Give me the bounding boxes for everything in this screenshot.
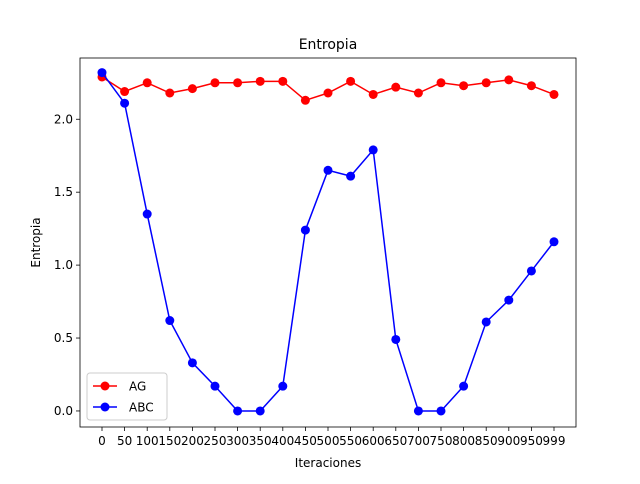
data-point-ag xyxy=(413,88,423,98)
x-tick-label: 250 xyxy=(204,434,227,448)
x-tick-label: 750 xyxy=(430,434,453,448)
legend-marker-abc xyxy=(100,402,110,412)
data-point-ag xyxy=(368,89,378,99)
data-point-ag xyxy=(210,78,220,88)
data-point-abc xyxy=(210,381,220,391)
x-tick-label: 450 xyxy=(294,434,317,448)
data-point-abc xyxy=(165,316,175,326)
x-tick-label: 200 xyxy=(181,434,204,448)
chart-title: Entropia xyxy=(299,37,358,53)
data-point-ag xyxy=(255,76,265,86)
series-line-abc xyxy=(101,72,555,412)
x-tick-label: 400 xyxy=(271,434,294,448)
x-tick-label: 300 xyxy=(226,434,249,448)
y-tick-label: 0.0 xyxy=(54,404,73,418)
data-point-abc xyxy=(504,295,514,305)
legend: AG ABC xyxy=(86,372,168,421)
data-point-abc xyxy=(233,406,243,416)
data-point-abc xyxy=(481,317,491,327)
legend-label-ag: AG xyxy=(129,380,146,394)
x-axis-label: Iteraciones xyxy=(295,456,361,470)
x-tick-label: 999 xyxy=(543,434,566,448)
data-point-abc xyxy=(142,209,152,219)
data-point-ag xyxy=(549,89,559,99)
data-point-abc xyxy=(255,406,265,416)
x-tick-label: 650 xyxy=(384,434,407,448)
data-point-ag xyxy=(481,78,491,88)
y-tick-label: 2.0 xyxy=(54,112,73,126)
data-point-abc xyxy=(97,68,107,78)
y-tick-label: 1.0 xyxy=(54,258,73,272)
legend-box xyxy=(86,372,168,421)
data-point-abc xyxy=(120,98,130,108)
data-point-abc xyxy=(391,334,401,344)
legend-marker-ag xyxy=(100,381,110,391)
y-tick-label: 1.5 xyxy=(54,185,73,199)
data-point-abc xyxy=(526,266,536,276)
x-tick-label: 550 xyxy=(339,434,362,448)
data-point-ag xyxy=(391,82,401,92)
data-point-abc xyxy=(459,381,469,391)
data-point-abc xyxy=(323,165,333,175)
plot-frame xyxy=(79,57,577,428)
data-point-ag xyxy=(526,81,536,91)
y-tick-label: 0.5 xyxy=(54,331,73,345)
data-point-abc xyxy=(549,237,559,247)
x-tick-label: 800 xyxy=(452,434,475,448)
data-point-ag xyxy=(120,87,130,97)
x-tick-label: 100 xyxy=(136,434,159,448)
legend-label-abc: ABC xyxy=(129,401,154,415)
x-tick-label: 0 xyxy=(98,434,106,448)
data-point-ag xyxy=(300,95,310,105)
x-tick-label: 950 xyxy=(520,434,543,448)
data-point-abc xyxy=(346,171,356,181)
data-point-ag xyxy=(233,78,243,88)
data-point-ag xyxy=(346,76,356,86)
data-point-abc xyxy=(413,406,423,416)
x-tick-label: 850 xyxy=(475,434,498,448)
data-point-ag xyxy=(504,75,514,85)
x-tick-label: 700 xyxy=(407,434,430,448)
x-tick-label: 900 xyxy=(497,434,520,448)
y-axis-label: Entropia xyxy=(29,217,43,267)
data-point-abc xyxy=(278,381,288,391)
data-point-ag xyxy=(142,78,152,88)
data-point-ag xyxy=(459,81,469,91)
data-point-abc xyxy=(436,406,446,416)
data-point-ag xyxy=(165,88,175,98)
data-point-ag xyxy=(436,78,446,88)
data-point-ag xyxy=(187,84,197,94)
data-point-abc xyxy=(368,145,378,155)
data-point-abc xyxy=(300,225,310,235)
data-point-ag xyxy=(278,76,288,86)
data-point-ag xyxy=(323,88,333,98)
x-tick-label: 500 xyxy=(317,434,340,448)
x-tick-label: 150 xyxy=(158,434,181,448)
x-tick-label: 350 xyxy=(249,434,272,448)
x-tick-label: 50 xyxy=(117,434,132,448)
data-point-abc xyxy=(187,358,197,368)
x-tick-label: 600 xyxy=(362,434,385,448)
